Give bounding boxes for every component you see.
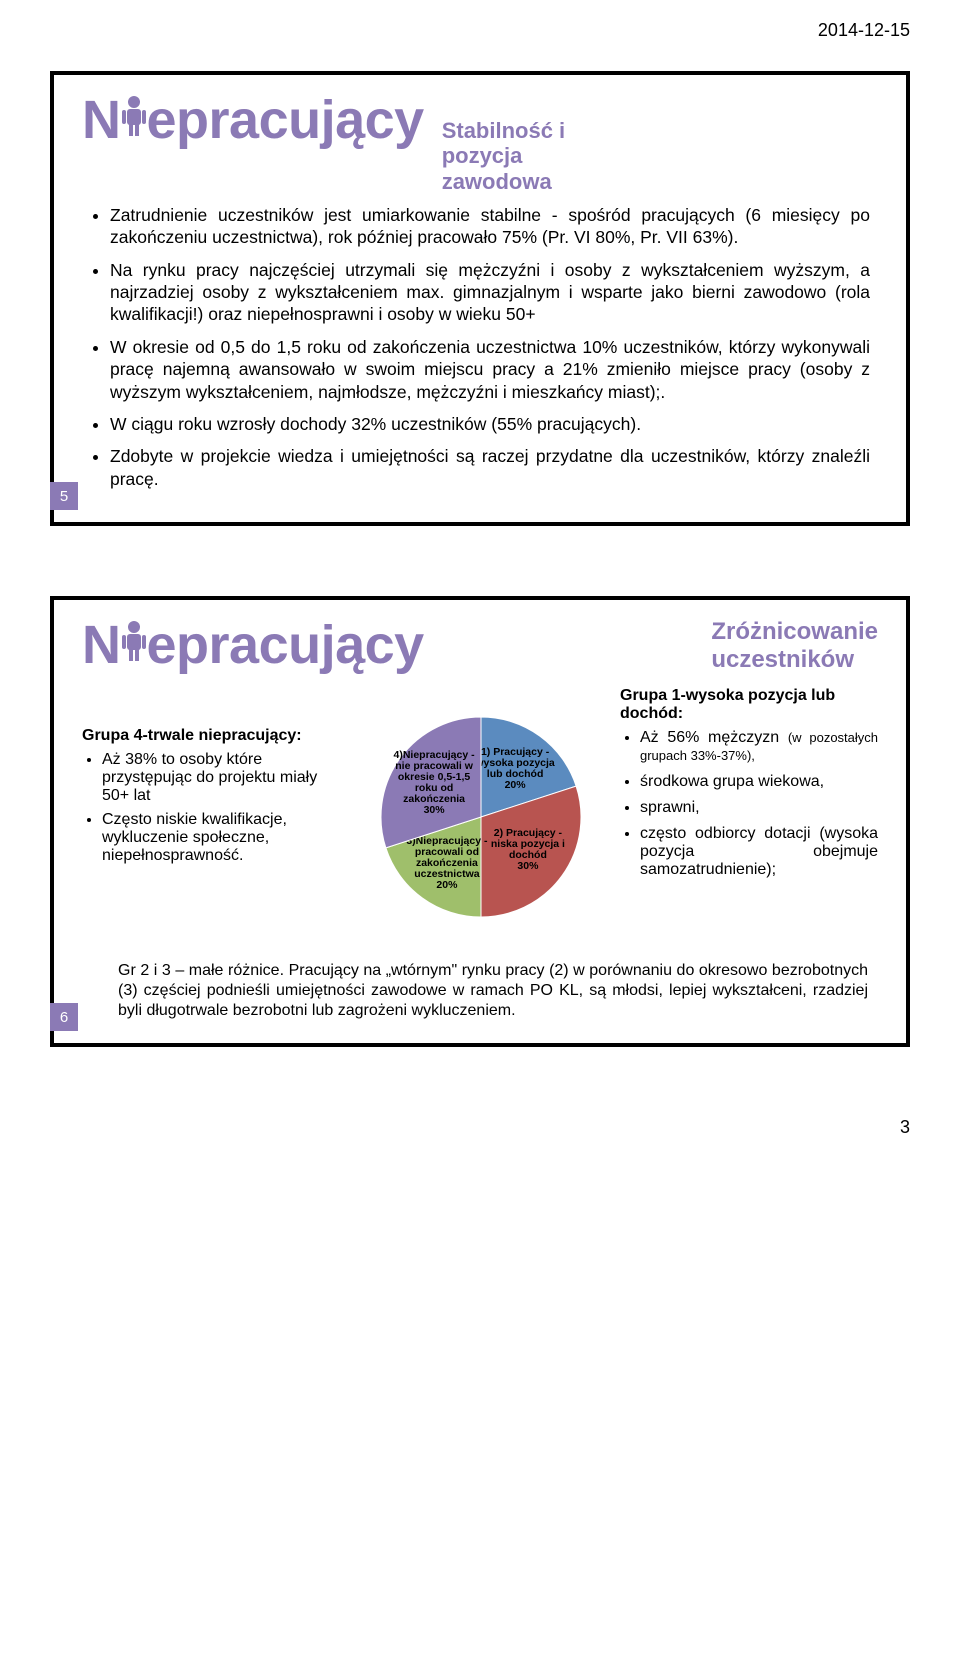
person-icon (119, 618, 149, 672)
bullet: W okresie od 0,5 do 1,5 roku od zakończe… (110, 336, 870, 403)
slide6-right-col: Grupa 1-wysoka pozycja lub dochód: Aż 56… (620, 687, 878, 947)
bullet: Aż 38% to osoby które przystępując do pr… (102, 751, 342, 805)
page-number: 3 (50, 1117, 910, 1138)
slide-number-tab: 6 (50, 1003, 78, 1031)
bullet: Zdobyte w projekcie wiedza i umiejętnośc… (110, 445, 870, 490)
slide6-bottom-note: Gr 2 i 3 – małe różnice. Pracujący na „w… (118, 961, 868, 1021)
bullet: W ciągu roku wzrosły dochody 32% uczestn… (110, 413, 870, 435)
bullet: Aż 56% mężczyzn (w pozostałych grupach 3… (640, 729, 878, 765)
person-icon (119, 93, 149, 147)
slide5-body: Zatrudnienie uczestników jest umiarkowan… (82, 204, 878, 490)
bullet: często odbiorcy dotacji (wysoka pozycja … (640, 825, 878, 879)
bullet: Na rynku pracy najczęściej utrzymali się… (110, 259, 870, 326)
slide5-logo: Nepracujący (82, 93, 424, 147)
bullet: Zatrudnienie uczestników jest umiarkowan… (110, 204, 870, 249)
page-date: 2014-12-15 (50, 20, 910, 41)
slide6-subtitle: Zróżnicowanie uczestników (711, 618, 878, 673)
bullet: Często niskie kwalifikacje, wykluczenie … (102, 811, 342, 865)
slide-6: Nepracujący Zróżnicowanie uczestników Gr… (50, 596, 910, 1047)
slide6-left-col: Grupa 4-trwale niepracujący: Aż 38% to o… (82, 687, 342, 947)
pie-chart: 1) Pracujący -wysoka pozycjalub dochód20… (356, 687, 606, 947)
slide-number-tab: 5 (50, 482, 78, 510)
slide6-logo: Nepracujący (82, 618, 424, 672)
bullet: sprawni, (640, 799, 878, 817)
bullet: środkowa grupa wiekowa, (640, 773, 878, 791)
slide5-subtitle: Stabilność i pozycja zawodowa (442, 118, 565, 194)
slide-5: Nepracujący Stabilność i pozycja zawodow… (50, 71, 910, 526)
